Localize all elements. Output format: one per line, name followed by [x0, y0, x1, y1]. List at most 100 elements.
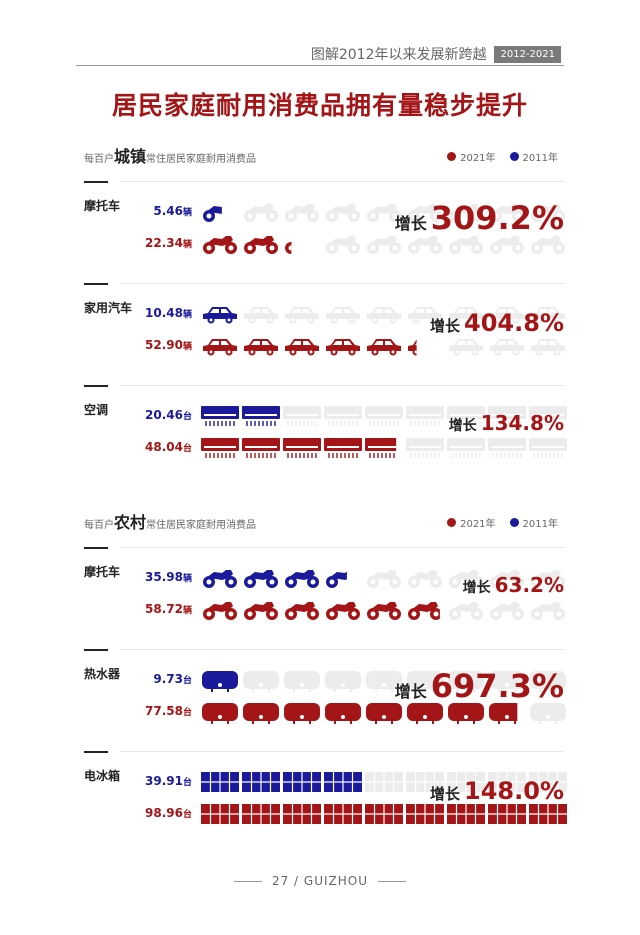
legend: 2021年 2011年 — [447, 515, 558, 530]
motorcycle-icon — [405, 232, 445, 256]
icon-row — [200, 334, 570, 358]
water-heater-icon — [446, 668, 486, 692]
value-2011: 5.46辆 — [108, 200, 192, 224]
car-icon — [528, 334, 568, 358]
car-icon — [282, 334, 322, 358]
group-dash — [84, 385, 108, 387]
motorcycle-icon — [323, 598, 363, 622]
air-conditioner-icon — [364, 404, 404, 428]
growth-label: 增长 — [394, 682, 427, 701]
water-heater-icon — [241, 668, 281, 692]
value-unit: 辆 — [182, 574, 192, 584]
air-conditioner-icon — [528, 404, 568, 428]
value-unit: 台 — [182, 778, 192, 788]
icon-row — [200, 404, 570, 428]
motorcycle-icon — [241, 200, 281, 224]
water-heater-icon — [200, 668, 240, 692]
motorcycle-icon — [282, 232, 292, 256]
air-conditioner-icon — [282, 404, 322, 428]
refrigerator-icon — [405, 770, 445, 794]
growth-value: 309.2% — [430, 199, 564, 237]
motorcycle-icon — [241, 566, 281, 590]
item-label: 热水器 — [84, 667, 121, 681]
refrigerator-icon — [200, 802, 240, 826]
value-2021: 58.72辆 — [108, 598, 192, 622]
motorcycle-icon — [487, 200, 527, 224]
air-conditioner-icon — [282, 436, 322, 460]
car-icon — [323, 302, 363, 326]
car-icon — [528, 302, 568, 326]
water-heater-icon — [282, 700, 322, 724]
section-header-prefix: 每百户 — [84, 520, 114, 531]
car-icon — [241, 302, 281, 326]
air-conditioner-icon — [323, 436, 363, 460]
legend-dot-2011 — [509, 518, 519, 527]
motorcycle-icon — [528, 200, 568, 224]
legend-dot-2021 — [447, 518, 457, 527]
car-icon — [323, 334, 363, 358]
value-2011: 10.48辆 — [108, 302, 192, 326]
value-number: 48.04 — [145, 440, 183, 454]
car-icon — [364, 334, 404, 358]
motorcycle-icon — [241, 598, 281, 622]
row-2011: 35.98辆 — [0, 566, 640, 590]
motorcycle-icon — [200, 598, 240, 622]
item-label: 电冰箱 — [84, 769, 121, 783]
value-2011: 35.98辆 — [108, 566, 192, 590]
header-caption: 图解2012年以来发展新跨越 2012-2021 — [311, 44, 561, 64]
footer-line-left — [233, 880, 262, 882]
air-conditioner-icon — [446, 404, 486, 428]
page-title: 居民家庭耐用消费品拥有量稳步提升 — [111, 91, 528, 120]
group-dash — [84, 547, 108, 549]
value-2011: 9.73台 — [108, 668, 192, 692]
motorcycle-icon — [200, 200, 222, 224]
refrigerator-icon — [405, 802, 445, 826]
refrigerator-icon — [200, 770, 240, 794]
header-range-badge: 2012-2021 — [494, 45, 561, 63]
row-2011: 9.73台 — [0, 668, 640, 692]
row-2011: 5.46辆 — [0, 200, 640, 224]
icon-row — [200, 436, 570, 460]
motorcycle-icon — [405, 200, 445, 224]
value-2021: 22.34辆 — [108, 232, 192, 256]
item-label: 摩托车 — [84, 199, 121, 213]
footer-line-right — [378, 880, 407, 882]
growth-label: 增长 — [448, 418, 477, 434]
growth-value: 63.2% — [494, 573, 564, 597]
growth-callout: 增长 134.8% — [449, 411, 564, 435]
motorcycle-icon — [528, 566, 568, 590]
legend: 2021年 2011年 — [447, 149, 558, 164]
water-heater-icon — [364, 700, 404, 724]
refrigerator-icon — [487, 770, 527, 794]
air-conditioner-icon — [241, 404, 281, 428]
motorcycle-icon — [446, 598, 486, 622]
value-unit: 辆 — [182, 342, 192, 352]
refrigerator-icon — [446, 802, 486, 826]
growth-callout: 增长 404.8% — [430, 309, 564, 337]
motorcycle-icon — [446, 232, 486, 256]
section-header-suffix: 常住居民家庭耐用消费品 — [146, 520, 257, 531]
value-number: 98.96 — [145, 806, 183, 820]
refrigerator-icon — [446, 770, 486, 794]
legend-item-2011: 2011年 — [509, 515, 558, 530]
air-conditioner-icon — [364, 436, 397, 460]
value-unit: 辆 — [182, 240, 192, 250]
growth-callout: 增长 63.2% — [463, 573, 564, 597]
group-divider — [120, 181, 564, 182]
value-2011: 20.46台 — [108, 404, 192, 428]
car-icon — [200, 302, 240, 326]
motorcycle-icon — [446, 200, 486, 224]
air-conditioner-icon — [487, 436, 527, 460]
row-2021: 98.96台 — [0, 802, 640, 826]
legend-label-2011: 2011年 — [522, 519, 558, 530]
car-icon — [487, 302, 527, 326]
icon-row — [200, 770, 570, 794]
motorcycle-icon — [241, 232, 281, 256]
motorcycle-icon — [487, 598, 527, 622]
value-unit: 辆 — [182, 310, 192, 320]
legend-item-2021: 2021年 — [447, 149, 496, 164]
value-unit: 台 — [182, 444, 192, 454]
value-number: 39.91 — [145, 774, 183, 788]
water-heater-icon — [200, 700, 240, 724]
water-heater-icon — [487, 668, 527, 692]
